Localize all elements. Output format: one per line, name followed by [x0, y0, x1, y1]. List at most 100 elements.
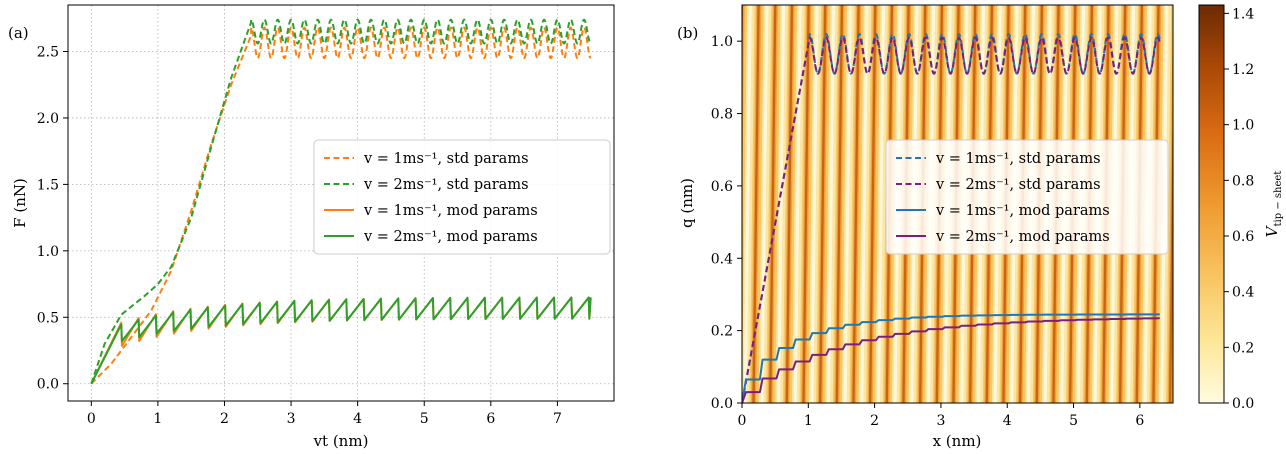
- colorbar-tick-label: 0.6: [1232, 229, 1254, 245]
- panel-b-xtick-label: 6: [1135, 413, 1144, 429]
- heatmap-stripe: [776, 5, 786, 403]
- panel-a-xtick-label: 2: [220, 411, 229, 427]
- heatmap-stripe: [818, 5, 827, 403]
- panel-a-xlabel: vt (nm): [313, 432, 369, 450]
- panel-a-frame: [67, 4, 615, 402]
- panel-b-ytick-label: 0.2: [711, 324, 733, 340]
- panel-b-legend-label: v = 1ms⁻¹, mod params: [935, 203, 1110, 219]
- heatmap-stripe: [843, 5, 852, 403]
- panel-a-ticks: 0 1 2 3 4 5 6 7 0.0 0.5 1.0 1.5 2.0 2.5: [37, 45, 562, 427]
- panel-a-xtick-label: 1: [153, 411, 162, 427]
- colorbar-tick-label: 0.4: [1232, 285, 1254, 301]
- heatmap-stripe: [1168, 84, 1173, 403]
- panel-a-legend-label: v = 1ms⁻¹, std params: [363, 151, 529, 167]
- panel-a-label: (a): [8, 24, 29, 42]
- colorbar-tick-label: 0.8: [1232, 173, 1254, 189]
- colorbar-tick-label: 1.2: [1232, 62, 1254, 78]
- heatmap-stripe: [1184, 5, 1194, 403]
- heatmap-stripe: [742, 5, 745, 209]
- panel-b-xtick-label: 0: [738, 413, 747, 429]
- panel-b-label: (b): [677, 24, 698, 42]
- panel-a-legend: v = 1ms⁻¹, std params v = 2ms⁻¹, std para…: [313, 139, 611, 255]
- panel-b-ticks: 0 1 2 3 4 5 6 0.0 0.2 0.4 0.6 0.8 1.0: [711, 34, 1145, 429]
- panel-a-legend-label: v = 2ms⁻¹, mod params: [363, 229, 538, 245]
- panel-a-series-1-line: [90, 26, 592, 385]
- panel-a-ytick-label: 1.5: [37, 177, 59, 193]
- heatmap-stripe: [826, 5, 836, 403]
- panel-a-xtick-label: 0: [87, 411, 96, 427]
- panel-b-ylabel: q (nm): [678, 178, 696, 228]
- panel-a-xtick-label: 5: [420, 411, 429, 427]
- heatmap-stripe: [876, 5, 886, 403]
- heatmap-stripe: [810, 5, 819, 403]
- panel-b-legend-label: v = 2ms⁻¹, mod params: [935, 229, 1110, 245]
- panel-a-ytick-label: 2.0: [37, 111, 59, 127]
- heatmap-stripe: [768, 5, 777, 403]
- panel-b-ytick-label: 0.4: [711, 251, 733, 267]
- colorbar-tick-label: 1.4: [1232, 6, 1254, 22]
- heatmap-stripe: [802, 5, 810, 403]
- panel-a-legend-label: v = 1ms⁻¹, mod params: [363, 203, 538, 219]
- panel-b-ytick-label: 0.8: [711, 107, 733, 123]
- panel-b-series-4-line: [742, 317, 1160, 403]
- panel-b-ytick-label: 1.0: [711, 34, 733, 50]
- colorbar-ticks: 0.0 0.2 0.4 0.6 0.8 1.0 1.2 1.4: [1224, 6, 1254, 412]
- panel-a-ytick-label: 0.0: [37, 377, 59, 393]
- panel-b-xlabel: x (nm): [933, 432, 982, 450]
- heatmap-stripe: [760, 5, 769, 403]
- panel-b-legend-box: [885, 139, 1169, 255]
- heatmap-stripe: [1186, 5, 1193, 403]
- panel-a-series-3-line: [90, 296, 592, 385]
- heatmap-stripe: [752, 5, 760, 403]
- panel-b-legend-label: v = 1ms⁻¹, std params: [935, 151, 1101, 167]
- panel-a-legend-label: v = 2ms⁻¹, std params: [363, 177, 529, 193]
- heatmap-stripe: [793, 5, 802, 403]
- panel-a: (a) 0 1 2 3 4 5 6 7 0.0 0.5 1.0 1.5 2.0 2.5 vt (nm) F…: [8, 4, 615, 450]
- panel-a-ytick-label: 0.5: [37, 310, 59, 326]
- heatmap-stripe: [1175, 5, 1188, 403]
- colorbar: 0.0 0.2 0.4 0.6 0.8 1.0 1.2 1.4 Vtip − sheet: [1198, 4, 1284, 412]
- panel-a-series: [90, 18, 592, 385]
- heatmap-stripe: [719, 5, 726, 403]
- panel-b-legend-label: v = 2ms⁻¹, std params: [935, 177, 1101, 193]
- panel-b-xtick-label: 3: [936, 413, 945, 429]
- colorbar-gradient: [1198, 4, 1225, 404]
- panel-b-series-2-line: [742, 36, 1161, 403]
- colorbar-label: Vtip − sheet: [1263, 171, 1284, 238]
- heatmap-stripe: [852, 5, 860, 403]
- heatmap-stripe: [1177, 5, 1185, 403]
- colorbar-tick-label: 0.0: [1232, 396, 1254, 412]
- panel-b-series: [742, 32, 1161, 403]
- panel-a-legend-box: [313, 139, 611, 255]
- panel-a-series-4-line: [90, 296, 592, 385]
- panel-b-xtick-label: 1: [804, 413, 813, 429]
- panel-a-series-2-line: [90, 18, 592, 385]
- heatmap-stripe: [860, 5, 869, 403]
- panel-b: (b) 0 1 2 3 4 5 6 0.0 0.2 0.4 0.6 0.8 1.0 x (nm) q (…: [677, 4, 1194, 450]
- heatmap-stripe: [709, 5, 722, 403]
- panel-a-xtick-label: 7: [553, 411, 562, 427]
- heatmap-stripe: [725, 5, 738, 403]
- panel-b-frame: [741, 4, 1174, 404]
- colorbar-tick-label: 1.0: [1232, 118, 1254, 134]
- heatmap-stripe: [710, 5, 718, 403]
- heatmap-stripe: [718, 5, 728, 403]
- panel-b-xtick-label: 4: [1003, 413, 1012, 429]
- panel-b-xtick-label: 5: [1069, 413, 1078, 429]
- panel-b-legend: v = 1ms⁻¹, std params v = 2ms⁻¹, std para…: [885, 139, 1169, 255]
- panel-b-series-3-line: [742, 313, 1160, 403]
- panel-b-ytick-label: 0.6: [711, 179, 733, 195]
- heatmap-stripe: [743, 5, 752, 403]
- panel-a-ytick-label: 2.5: [37, 45, 59, 61]
- panel-a-xtick-label: 3: [287, 411, 296, 427]
- panel-b-xtick-label: 2: [870, 413, 879, 429]
- heatmap-stripe: [785, 5, 794, 403]
- panel-b-ytick-label: 0.0: [711, 396, 733, 412]
- colorbar-tick-label: 0.2: [1232, 340, 1254, 356]
- panel-a-xtick-label: 6: [486, 411, 495, 427]
- panel-a-ylabel: F (nN): [11, 178, 29, 228]
- heatmap-stripe: [727, 5, 735, 403]
- heatmap-stripe: [835, 5, 844, 403]
- panel-a-xtick-label: 4: [353, 411, 362, 427]
